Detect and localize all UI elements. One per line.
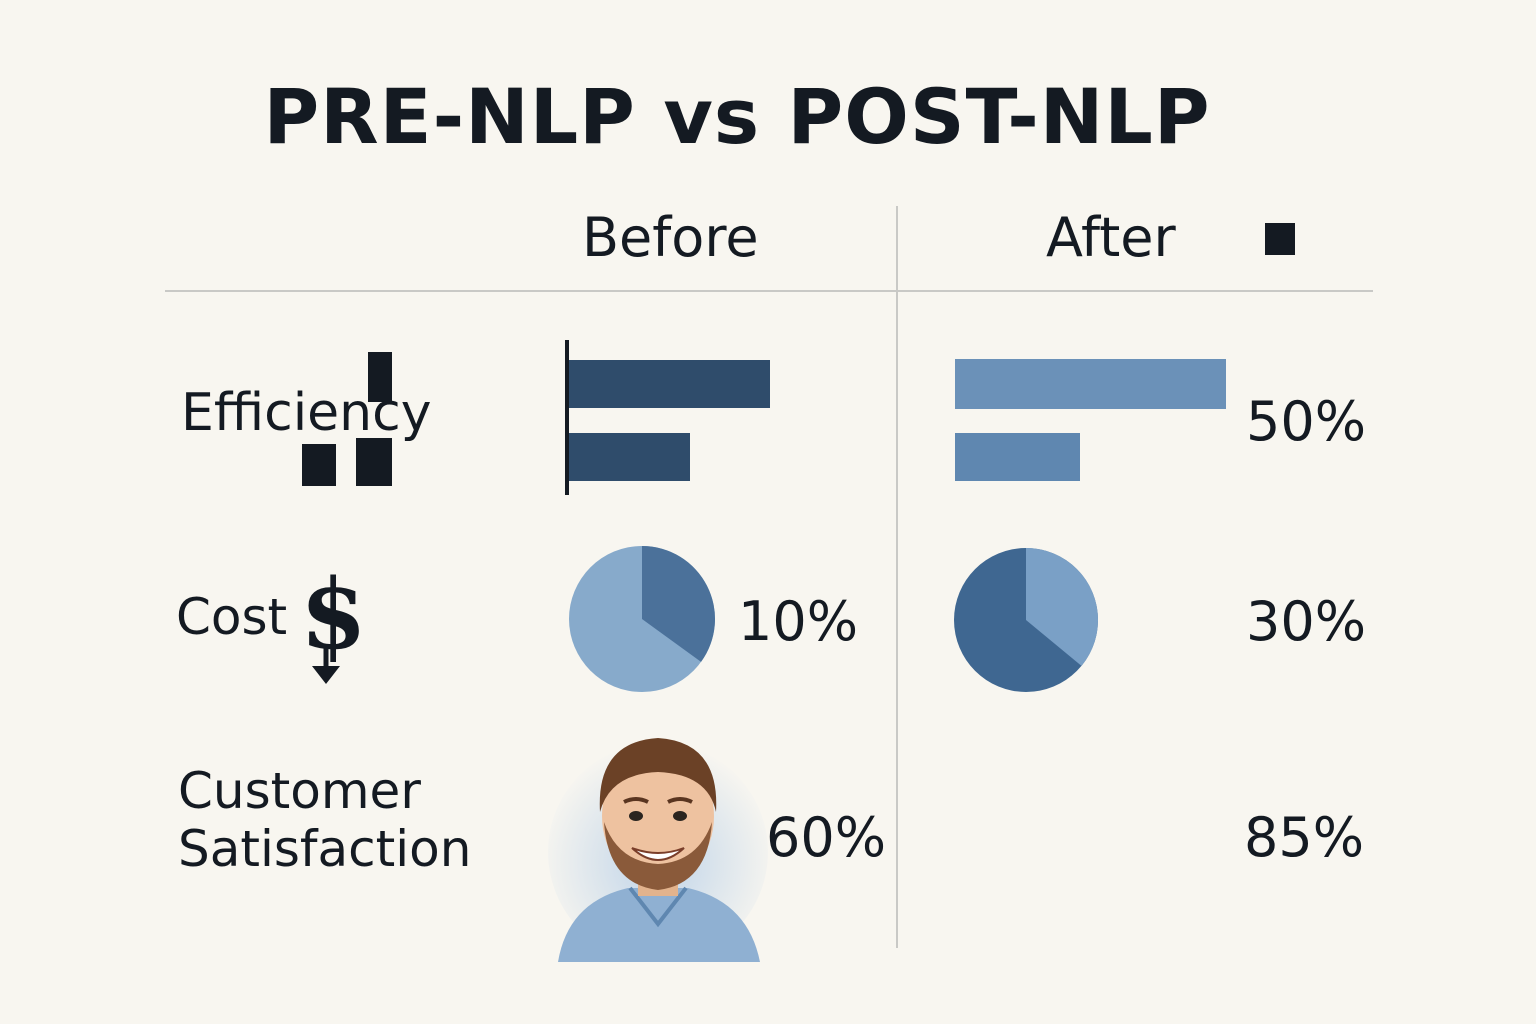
legend-square-icon	[1265, 223, 1295, 255]
header-divider	[165, 290, 1373, 292]
row-label-satisfaction-line1: Customer	[178, 762, 421, 820]
efficiency-before-bar-1	[569, 360, 770, 408]
row-label-efficiency: Efficiency	[181, 383, 432, 443]
cost-before-pie	[569, 546, 715, 692]
page-title: PRE-NLP vs POST-NLP	[263, 72, 1211, 161]
bar-chart-icon	[302, 352, 392, 486]
satisfaction-before-value: 60%	[766, 806, 887, 869]
cost-after-value: 30%	[1246, 590, 1367, 653]
efficiency-after-bar-2	[955, 433, 1080, 481]
column-header-after: After	[1046, 206, 1176, 269]
efficiency-after-value: 50%	[1246, 390, 1367, 453]
efficiency-before-bar-2	[569, 433, 690, 481]
cost-after-pie	[954, 548, 1098, 692]
row-label-cost: Cost	[176, 588, 288, 646]
row-label-satisfaction: Customer Satisfaction	[178, 762, 471, 878]
cost-before-value: 10%	[738, 590, 859, 653]
avatar	[548, 712, 768, 966]
svg-text:$: $	[300, 558, 367, 671]
column-divider	[896, 206, 898, 948]
cost-after-pie-slice	[1026, 548, 1098, 666]
before-bar-axis	[565, 340, 569, 495]
row-label-satisfaction-line2: Satisfaction	[178, 820, 472, 878]
efficiency-after-bar-1	[955, 359, 1226, 409]
satisfaction-after-value: 85%	[1244, 806, 1365, 869]
cost-before-pie-slice	[642, 546, 715, 662]
dollar-down-arrow-icon: $	[298, 556, 367, 690]
column-header-before: Before	[582, 206, 759, 269]
efficiency-icon	[302, 352, 392, 492]
